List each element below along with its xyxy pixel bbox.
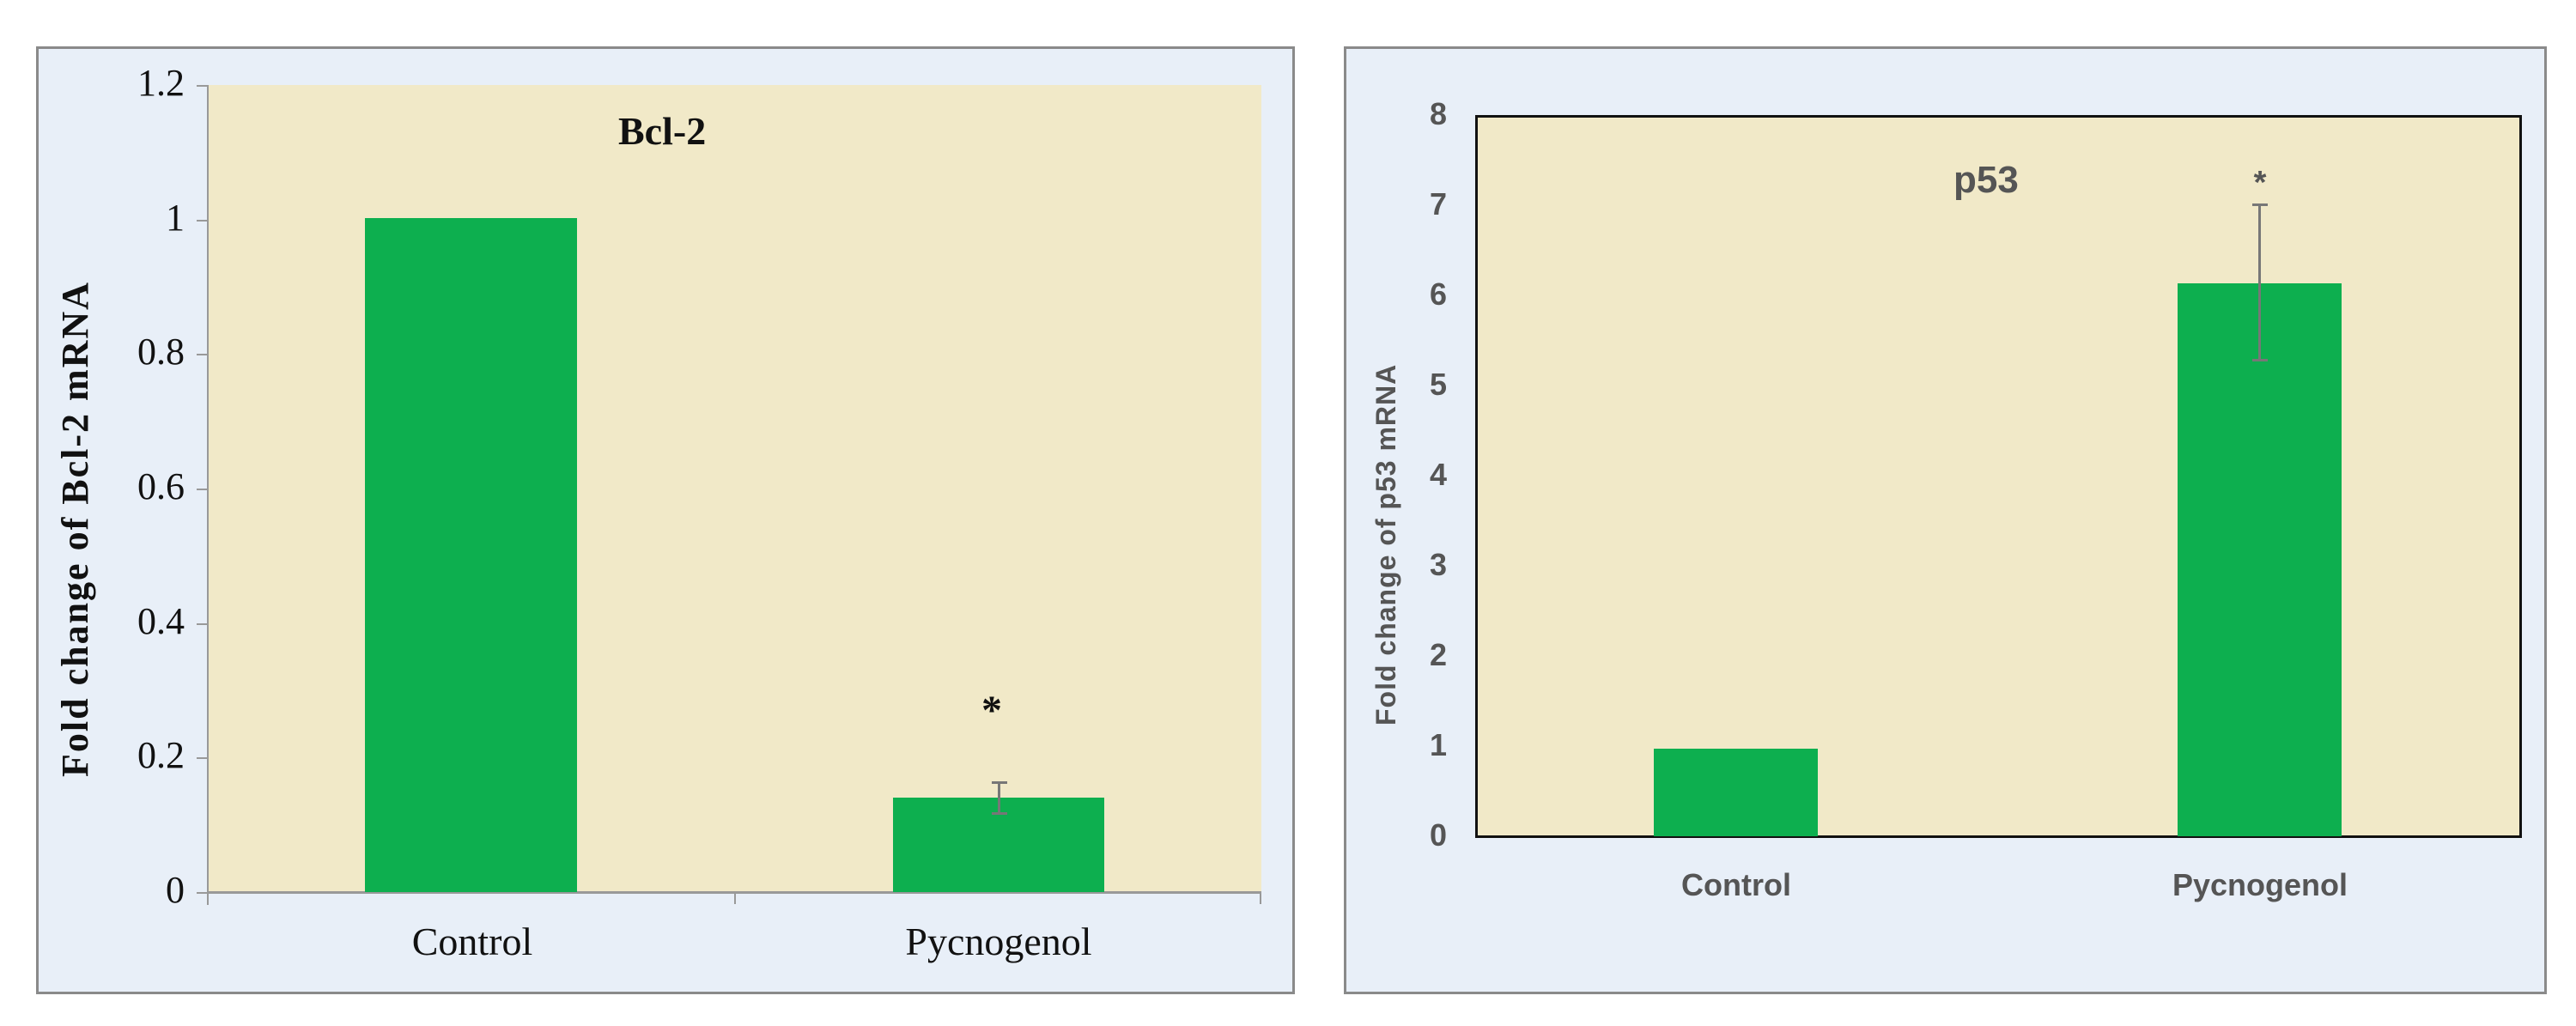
p53-x-label-control: Control — [1681, 867, 1791, 902]
bcl2-chart-title: Bcl-2 — [618, 109, 707, 153]
bcl2-error-cap-top — [992, 781, 1007, 784]
bcl2-y-tick-label: 1 — [166, 196, 185, 239]
bcl2-y-tick-label: 0.6 — [137, 465, 185, 507]
bcl2-y-tick-label: 0.8 — [137, 331, 185, 373]
bcl2-x-tick — [734, 892, 736, 904]
bcl2-y-tick-label: 0.2 — [137, 734, 185, 777]
bcl2-x-tick — [1260, 892, 1261, 904]
p53-y-tick-label: 7 — [1429, 186, 1447, 222]
p53-significance-marker: * — [2253, 165, 2267, 201]
p53-chart-title: p53 — [1953, 159, 2019, 201]
p53-y-axis-label: Fold change of p53 mRNA — [1370, 363, 1401, 725]
bcl2-y-tick-label: 1.2 — [137, 62, 185, 104]
bcl2-y-tick — [197, 622, 208, 625]
bcl2-y-tick — [197, 892, 208, 894]
bcl2-y-tick — [197, 85, 208, 87]
bcl2-error-bar — [998, 782, 1000, 815]
p53-y-tick-label: 6 — [1429, 276, 1447, 312]
p53-y-tick-label: 8 — [1429, 96, 1447, 131]
bcl2-y-axis — [207, 85, 209, 905]
bcl2-y-tick — [197, 757, 208, 760]
bcl2-y-tick-label: 0.4 — [137, 599, 185, 642]
p53-x-label-pycnogenol: Pycnogenol — [2172, 867, 2348, 902]
p53-y-tick-label: 4 — [1429, 457, 1447, 492]
bcl2-bar-control — [365, 218, 577, 892]
p53-y-tick-label: 2 — [1429, 637, 1447, 672]
bcl2-y-tick-label: 0 — [166, 869, 185, 911]
p53-y-tick-label: 5 — [1429, 367, 1447, 402]
p53-y-tick-label: 3 — [1429, 547, 1447, 582]
bcl2-significance-marker: * — [981, 688, 1002, 733]
p53-bar-control — [1654, 749, 1818, 836]
bcl2-x-label-control: Control — [411, 920, 533, 963]
bcl2-error-cap-bottom — [992, 812, 1007, 815]
p53-y-tick-label: 0 — [1429, 817, 1447, 853]
p53-bar-pycnogenol — [2178, 283, 2342, 836]
p53-error-cap-top — [2252, 203, 2268, 206]
bcl2-y-tick — [197, 354, 208, 356]
p53-plot-area — [1475, 115, 2522, 838]
bcl2-x-label-pycnogenol: Pycnogenol — [905, 920, 1092, 963]
p53-y-tick-label: 1 — [1429, 727, 1447, 762]
p53-error-bar — [2258, 204, 2261, 361]
p53-error-cap-bottom — [2252, 359, 2268, 361]
bcl2-y-axis-label: Fold change of Bcl-2 mRNA — [54, 281, 96, 777]
bcl2-y-tick — [197, 219, 208, 222]
bcl2-y-tick — [197, 489, 208, 490]
